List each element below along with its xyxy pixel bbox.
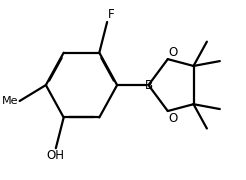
Text: O: O — [169, 112, 178, 125]
Text: Me: Me — [2, 96, 19, 106]
Text: B: B — [144, 79, 153, 92]
Text: F: F — [108, 8, 115, 21]
Text: O: O — [169, 46, 178, 59]
Text: OH: OH — [47, 149, 65, 162]
